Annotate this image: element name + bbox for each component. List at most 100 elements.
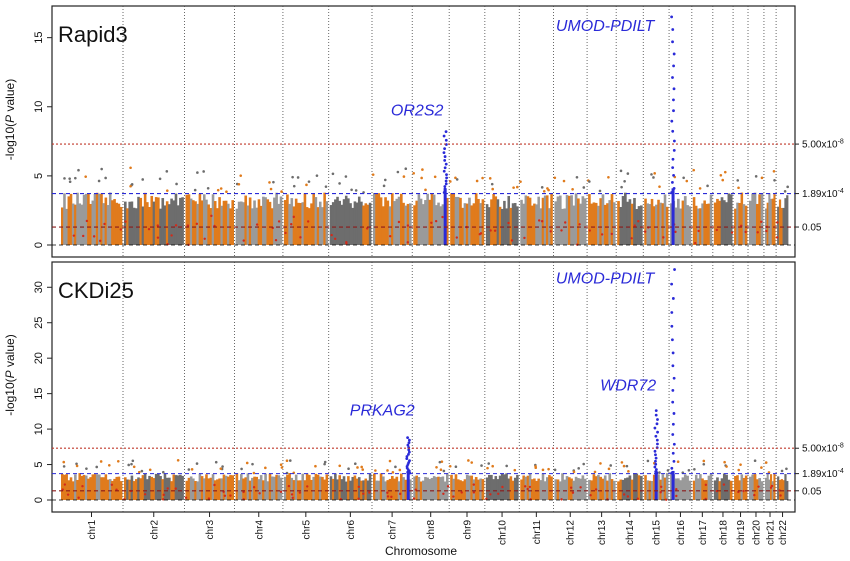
peak-point <box>654 413 658 417</box>
peak-point <box>671 297 675 300</box>
snp-column-mark <box>283 200 287 245</box>
x-tick-label-chr4: chr4 <box>254 520 265 540</box>
gene-label-prkag2: PRKAG2 <box>350 403 415 420</box>
peak-point <box>654 462 658 466</box>
snp-column-mark <box>240 201 243 245</box>
snp-column-mark <box>665 473 669 500</box>
snp-column-mark <box>608 200 612 245</box>
peak-point <box>654 434 658 438</box>
snp-point-red <box>560 229 563 232</box>
snp-column-mark <box>554 479 558 500</box>
snp-point <box>438 460 442 464</box>
snp-point <box>454 176 457 180</box>
snp-column-mark <box>82 194 86 245</box>
snp-point-red <box>589 493 592 497</box>
snp-column-mark <box>150 476 154 500</box>
snp-column-mark <box>526 196 530 245</box>
snp-column-mark <box>299 203 302 245</box>
snp-point-red <box>398 492 402 496</box>
snp-point <box>338 464 342 468</box>
snp-column-mark <box>768 479 771 500</box>
snp-column-mark <box>561 473 564 500</box>
snp-point <box>99 460 103 463</box>
snp-column-mark <box>679 208 683 245</box>
snp-point <box>356 466 359 469</box>
snp-column-mark <box>505 208 508 245</box>
snp-column-mark <box>590 203 593 245</box>
snp-column-mark <box>154 197 158 245</box>
snp-point-red <box>493 229 497 232</box>
snp-column-mark <box>766 202 769 245</box>
snp-column-mark <box>61 207 64 245</box>
snp-point <box>386 469 389 472</box>
peak-point <box>443 155 447 158</box>
snp-point <box>706 184 709 188</box>
snp-column-mark <box>619 206 623 245</box>
gene-label-or2s2: OR2S2 <box>391 103 444 120</box>
peak-point <box>407 441 411 445</box>
snp-column-mark <box>117 476 121 500</box>
snp-point <box>63 177 66 180</box>
snp-column-mark <box>426 477 429 500</box>
snp-column-mark <box>146 479 149 500</box>
x-tick-label-chr7: chr7 <box>388 520 399 540</box>
snp-point-red <box>434 219 438 223</box>
snp-point <box>512 186 515 189</box>
snp-column-mark <box>439 206 443 245</box>
snp-column-mark <box>530 479 534 500</box>
snp-point <box>491 187 494 191</box>
snp-column-mark <box>357 196 361 245</box>
snp-column-mark <box>253 476 256 500</box>
snp-column-mark <box>601 478 605 500</box>
snp-column-mark <box>331 478 335 500</box>
snp-point-red <box>110 483 114 487</box>
snp-column-mark <box>218 478 221 500</box>
snp-column-mark <box>119 206 123 245</box>
peak-point <box>672 64 675 68</box>
snp-point <box>296 176 300 179</box>
snp-point-red <box>357 485 361 489</box>
peak-point <box>671 351 675 355</box>
snp-point-red <box>742 489 745 493</box>
snp-column-mark <box>777 476 780 500</box>
snp-point <box>725 465 728 468</box>
snp-column-mark <box>465 474 469 500</box>
peak-point <box>654 459 657 463</box>
snp-column-mark <box>244 195 248 245</box>
snp-column-mark <box>468 475 471 500</box>
snp-point <box>442 469 446 473</box>
snp-point <box>534 465 537 468</box>
snp-column-mark <box>686 475 689 500</box>
snp-point <box>542 190 546 193</box>
snp-point <box>225 190 228 194</box>
snp-column-mark <box>461 481 465 500</box>
snp-point-red <box>674 230 677 234</box>
snp-point <box>394 465 397 469</box>
snp-column-mark <box>117 203 121 245</box>
snp-column-mark <box>588 194 591 245</box>
snp-column-mark <box>683 474 687 500</box>
snp-point <box>214 460 218 464</box>
snp-point-red <box>92 235 96 238</box>
snp-column-mark <box>314 197 318 245</box>
snp-point <box>216 188 220 192</box>
snp-column-mark <box>659 479 662 500</box>
snp-point-red <box>694 241 697 245</box>
snp-column-mark <box>132 207 136 245</box>
snp-column-mark <box>126 208 129 245</box>
snp-column-mark <box>738 480 741 500</box>
snp-column-mark <box>597 205 600 245</box>
peak-point <box>671 28 675 31</box>
snp-column-mark <box>124 477 127 500</box>
snp-column-mark <box>755 479 759 500</box>
snp-point <box>772 169 776 173</box>
snp-point <box>481 176 484 180</box>
snp-point-red <box>452 495 455 498</box>
peak-point <box>406 436 409 439</box>
snp-column-mark <box>224 475 228 500</box>
snp-column-mark <box>262 480 265 500</box>
snp-column-mark <box>229 475 232 500</box>
snp-column-mark <box>494 476 498 500</box>
snp-column-mark <box>505 473 508 500</box>
